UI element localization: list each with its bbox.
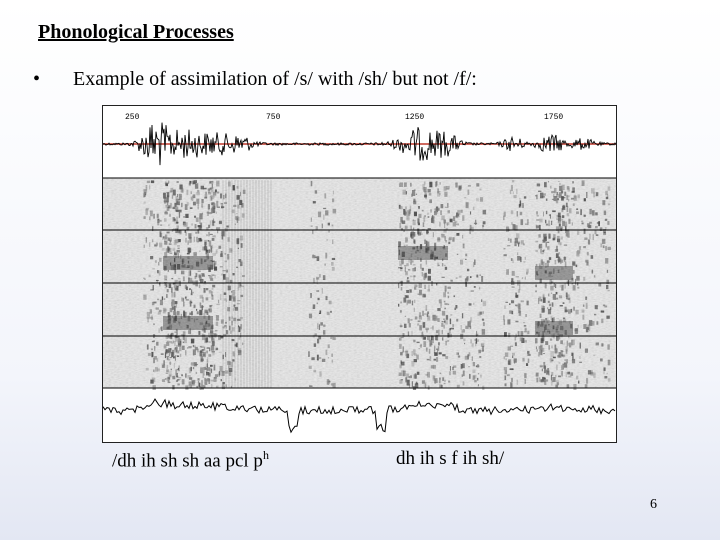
waveform-trace <box>103 122 616 166</box>
spectrogram-grid <box>103 177 616 389</box>
time-label-750: 750 <box>266 113 281 122</box>
spectrogram-figure: 250 750 1250 1750 <box>102 105 617 443</box>
energy-contour-band <box>103 398 616 434</box>
transcription-left: /dh ih sh sh aa pcl ph <box>112 448 269 472</box>
transcription-right: dh ih s f ih sh/ <box>396 448 505 469</box>
transcription-part1: /dh ih sh sh aa pcl p <box>112 450 263 472</box>
page-number: 6 <box>650 497 657 512</box>
bullet-text: Example of assimilation of /s/ with /sh/… <box>73 68 477 90</box>
waveform-band: 250 750 1250 1750 <box>103 113 616 166</box>
slide-title: Phonological Processes <box>38 21 234 43</box>
aspiration-superscript: h <box>262 448 269 462</box>
time-label-1250: 1250 <box>405 113 424 122</box>
spectrogram-svg: 250 750 1250 1750 <box>103 113 616 434</box>
bullet-symbol: • <box>33 68 41 90</box>
energy-contour-trace <box>103 398 616 434</box>
time-label-250: 250 <box>125 113 140 122</box>
spectrogram-region <box>103 177 616 390</box>
time-label-1750: 1750 <box>544 113 563 122</box>
